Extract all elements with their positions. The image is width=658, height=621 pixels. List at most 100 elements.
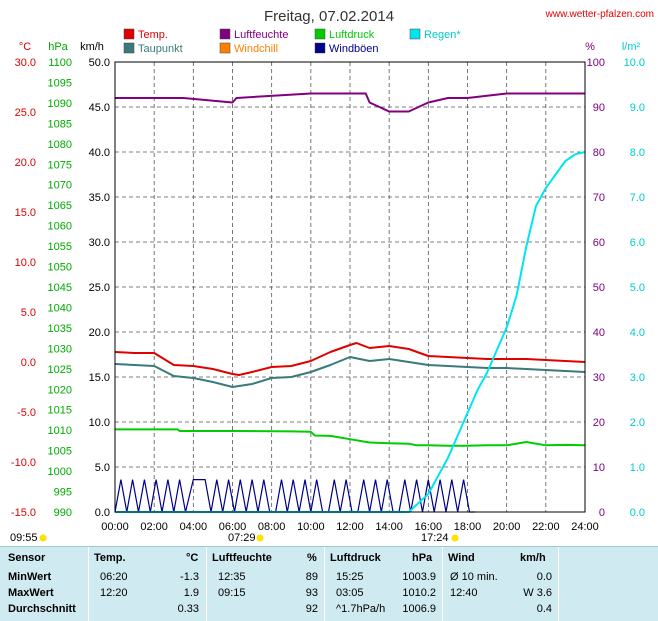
rain-tick: 2.0: [630, 417, 645, 429]
hum-tick: 100: [587, 57, 605, 69]
legend-swatch: [219, 28, 231, 40]
temp-tick: 0.0: [21, 357, 36, 369]
hum-tick: 90: [593, 102, 605, 114]
hdr-hum-unit: %: [307, 552, 317, 564]
table-cell-wind-val: W 3.6: [523, 587, 552, 599]
wind-tick: 15.0: [89, 372, 110, 384]
wind-tick: 20.0: [89, 327, 110, 339]
sun-icon: [451, 534, 459, 542]
press-tick: 1015: [48, 405, 72, 417]
rain-tick: 5.0: [630, 282, 645, 294]
table-cell-label: MinWert: [8, 571, 52, 583]
legend-label: Regen*: [424, 29, 461, 41]
sun-icon: [39, 534, 47, 542]
series-luftfeuchte: [115, 92, 585, 113]
press-tick: 1070: [48, 180, 72, 192]
series-windboeen: [114, 479, 476, 513]
x-tick: 02:00: [140, 521, 168, 533]
x-tick: 24:00: [571, 521, 599, 533]
sun-time: 17:24: [421, 532, 449, 544]
x-tick: 00:00: [101, 521, 129, 533]
wind-tick: 25.0: [89, 282, 110, 294]
table-cell-hum-val: 93: [305, 587, 318, 599]
table-cell-wind-val: 0.4: [536, 603, 552, 615]
hum-tick: 20: [593, 417, 605, 429]
press-tick: 1095: [48, 77, 72, 89]
x-tick: 12:00: [336, 521, 364, 533]
table-cell-hum-time: 12:35: [218, 571, 246, 583]
table-cell-wind-time: 12:40: [450, 587, 478, 599]
table-cell-temp-val: -1.3: [180, 571, 199, 583]
press-tick: 1030: [48, 343, 72, 355]
x-tick: 06:00: [219, 521, 247, 533]
chart-title: Freitag, 07.02.2014: [264, 8, 394, 25]
wind-tick: 40.0: [89, 147, 110, 159]
press-tick: 1010: [48, 425, 72, 437]
hdr-wind-unit: km/h: [520, 552, 546, 564]
rain-tick: 1.0: [630, 462, 645, 474]
press-tick: 1080: [48, 139, 72, 151]
wind-tick: 35.0: [89, 192, 110, 204]
series-temp: [114, 342, 586, 376]
hdr-hum: Luftfeuchte: [212, 552, 272, 564]
table-cell-label: MaxWert: [8, 587, 54, 599]
wind-tick: 30.0: [89, 237, 110, 249]
sun-time: 07:29: [228, 532, 256, 544]
weather-chart: Freitag, 07.02.2014 www.wetter-pfalzen.c…: [10, 8, 654, 544]
temp-tick: -5.0: [17, 407, 36, 419]
x-tick: 22:00: [532, 521, 560, 533]
hum-tick: 80: [593, 147, 605, 159]
table-cell-press-time: 15:25: [336, 571, 364, 583]
series-layer: [114, 92, 586, 513]
table-cell-press-time: ^1.7hPa/h: [336, 603, 386, 615]
rain-unit: l/m²: [622, 41, 641, 53]
rain-tick: 10.0: [624, 57, 645, 69]
press-tick: 1020: [48, 384, 72, 396]
press-tick: 1035: [48, 323, 72, 335]
press-tick: 1005: [48, 446, 72, 458]
table-cell-wind-time: Ø 10 min.: [450, 571, 498, 583]
series-regen: [115, 151, 586, 513]
legend-label: Luftfeuchte: [234, 29, 288, 41]
legend-swatch: [314, 42, 326, 54]
legend-swatch: [219, 42, 231, 54]
stats-table: Sensor Temp. °C Luftfeuchte % Luftdruck …: [0, 546, 658, 621]
axis-labels: 30.0 25.0 20.0 15.0 10.0 5.0 0.0 -5.0 -10.0 -15.0…: [11, 57, 645, 533]
rain-tick: 3.0: [630, 372, 645, 384]
temp-tick: -15.0: [11, 507, 36, 519]
legend-swatch: [409, 28, 421, 40]
legend-label: Windböen: [329, 43, 379, 55]
press-tick: 1065: [48, 200, 72, 212]
hdr-temp: Temp.: [94, 552, 126, 564]
wind-tick: 45.0: [89, 102, 110, 114]
press-tick: 1075: [48, 159, 72, 171]
press-unit: hPa: [48, 41, 68, 53]
press-tick: 995: [54, 487, 72, 499]
table-cell-temp-val: 1.9: [183, 587, 199, 599]
col-press: [324, 547, 443, 621]
wind-tick: 0.0: [95, 507, 110, 519]
table-cell-hum-time: 09:15: [218, 587, 246, 599]
temp-unit: °C: [19, 41, 31, 53]
x-tick: 08:00: [258, 521, 286, 533]
sun-time: 09:55: [10, 532, 38, 544]
wind-tick: 5.0: [95, 462, 110, 474]
press-tick: 1090: [48, 98, 72, 110]
col-hum: [206, 547, 325, 621]
legend-label: Windchill: [234, 43, 278, 55]
site-url[interactable]: www.wetter-pfalzen.com: [545, 9, 654, 20]
x-tick: 18:00: [454, 521, 482, 533]
table-cell-label: Durchschnitt: [8, 603, 76, 615]
table-cell-temp-time: 12:20: [100, 587, 128, 599]
legend-swatch: [314, 28, 326, 40]
x-tick: 04:00: [180, 521, 208, 533]
temp-tick: 20.0: [15, 157, 36, 169]
press-tick: 990: [54, 507, 72, 519]
temp-tick: 5.0: [21, 307, 36, 319]
table-cell-hum-val: 89: [305, 571, 318, 583]
col-wind: [442, 547, 559, 621]
sun-marks: 09:55 07:29 17:24: [10, 532, 459, 544]
temp-tick: 30.0: [15, 57, 36, 69]
col-sensor: [0, 547, 89, 621]
hum-unit: %: [585, 41, 595, 53]
